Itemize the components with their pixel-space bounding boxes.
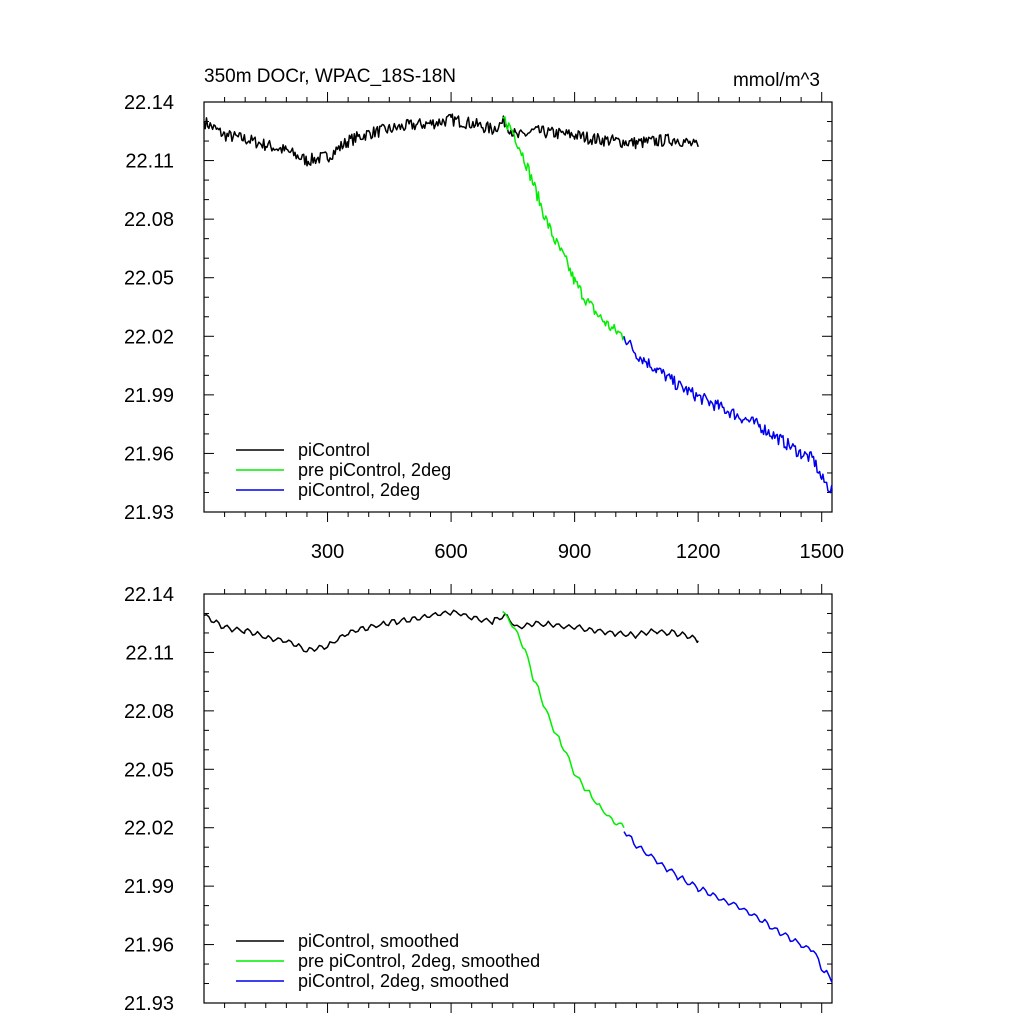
x-tick-label: 600 <box>434 541 467 563</box>
x-tick-label: 1200 <box>676 541 721 563</box>
legend-label: piControl, 2deg, smoothed <box>298 971 509 991</box>
chart-title: 350m DOCr, WPAC_18S-18N <box>204 66 456 87</box>
y-tick-label: 21.93 <box>124 502 174 524</box>
legend-label: piControl, smoothed <box>298 931 459 951</box>
series-line-1 <box>203 609 699 653</box>
y-tick-label: 22.05 <box>124 759 174 781</box>
plot-frame <box>203 101 833 513</box>
y-tick-label: 22.02 <box>124 326 174 348</box>
bottom-panel: 22.14 22.11 22.08 22.05 22.02 21.99 21.96 21.93… <box>124 584 833 1015</box>
top-panel: 300 600 900 1200 1500 22.14 22.11 22.08 22.05 22.… <box>124 92 844 563</box>
series-line-2 <box>502 610 625 829</box>
y-tick-label: 21.93 <box>124 993 174 1015</box>
y-tick-label: 21.99 <box>124 876 174 898</box>
y-tick-label: 22.02 <box>124 818 174 840</box>
y-tick-label: 21.96 <box>124 935 174 957</box>
series-line-3 <box>623 831 833 983</box>
legend-label: piControl <box>298 440 370 460</box>
y-tick-label: 22.14 <box>124 584 174 606</box>
legend-label: pre piControl, 2deg, smoothed <box>298 951 540 971</box>
y-tick-label: 22.05 <box>124 268 174 290</box>
plot-frame <box>203 593 833 1004</box>
x-tick-label: 900 <box>558 541 591 563</box>
legend-label: piControl, 2deg <box>298 480 420 500</box>
x-tick-label: 1500 <box>799 541 844 563</box>
y-tick-label: 22.08 <box>124 209 174 231</box>
legend-label: pre piControl, 2deg <box>298 460 451 480</box>
x-tick-label: 300 <box>311 541 344 563</box>
series-line-2 <box>502 116 625 341</box>
y-tick-label: 21.96 <box>124 443 174 465</box>
series-line-3 <box>623 336 833 494</box>
y-tick-label: 22.14 <box>124 92 174 114</box>
y-tick-label: 22.11 <box>125 151 174 173</box>
series-line-1 <box>203 113 699 167</box>
y-tick-label: 22.08 <box>124 701 174 723</box>
units-label: mmol/m^3 <box>733 70 820 91</box>
y-tick-label: 22.11 <box>125 642 174 664</box>
y-tick-label: 21.99 <box>124 385 174 407</box>
